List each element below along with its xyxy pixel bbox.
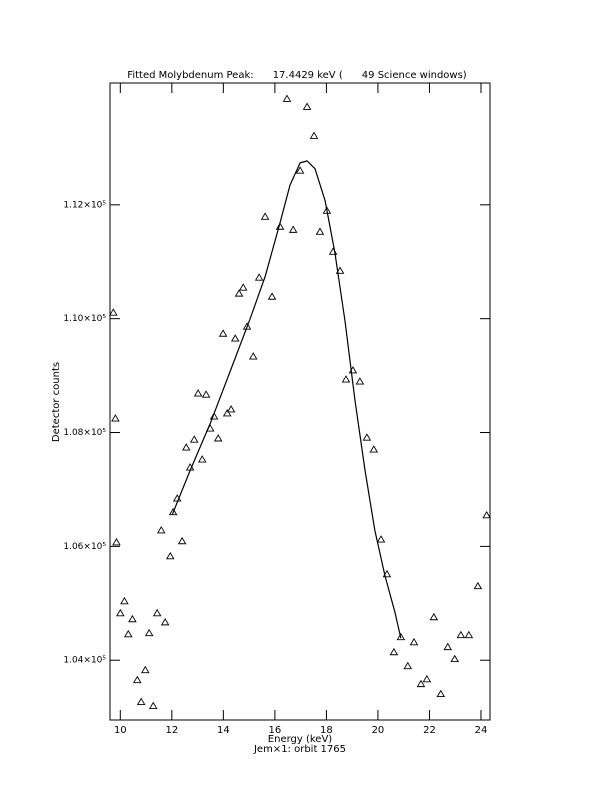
- y-tick-label: 1.04×10⁵: [63, 656, 106, 666]
- data-point: [275, 222, 285, 230]
- data-point: [422, 674, 432, 683]
- data-point: [168, 507, 178, 516]
- data-point: [309, 131, 319, 139]
- data-point: [177, 536, 187, 545]
- data-point: [416, 679, 426, 688]
- data-point: [148, 701, 158, 710]
- data-point: [464, 630, 474, 639]
- data-point: [482, 510, 491, 519]
- data-point: [403, 661, 413, 670]
- data-point: [109, 308, 118, 316]
- data-point: [112, 537, 121, 546]
- data-point: [473, 581, 483, 590]
- y-tick-label: 1.08×10⁵: [63, 428, 106, 438]
- x-tick-label: 16: [269, 725, 282, 736]
- x-tick-label: 10: [114, 725, 127, 736]
- data-point: [193, 389, 203, 397]
- plot-frame: [109, 82, 491, 721]
- data-point: [209, 412, 219, 420]
- y-tick-label: 1.10×10⁵: [63, 314, 106, 324]
- data-point: [267, 292, 277, 300]
- subtitle: Jem×1: orbit 1765: [253, 744, 346, 755]
- data-point: [133, 675, 142, 684]
- data-point: [376, 535, 386, 543]
- data-point: [230, 334, 240, 342]
- y-tick-label: 1.12×10⁵: [63, 200, 106, 210]
- y-tick-label: 1.06×10⁵: [63, 542, 106, 552]
- data-point: [248, 352, 258, 360]
- data-point: [335, 266, 345, 274]
- data-point: [218, 329, 228, 337]
- data-point: [120, 596, 129, 605]
- data-point: [443, 642, 453, 651]
- data-point: [136, 697, 146, 706]
- data-point: [450, 654, 459, 663]
- fit-line: [171, 160, 402, 639]
- data-point: [355, 377, 365, 385]
- data-point: [295, 166, 305, 174]
- data-point: [111, 414, 120, 422]
- x-tick-label: 20: [372, 725, 385, 736]
- data-point: [382, 569, 392, 578]
- data-point: [341, 375, 351, 383]
- data-point: [288, 225, 298, 233]
- x-tick-label: 12: [165, 725, 178, 736]
- data-point: [369, 445, 379, 453]
- data-point: [254, 273, 264, 281]
- data-point: [389, 647, 399, 656]
- data-point: [234, 289, 244, 297]
- data-point: [260, 212, 270, 220]
- data-point: [238, 283, 248, 291]
- x-tick-label: 24: [475, 725, 488, 736]
- data-point: [409, 637, 419, 646]
- data-point: [181, 443, 191, 451]
- data-point: [456, 630, 466, 639]
- data-point: [166, 551, 175, 560]
- x-tick-label: 18: [320, 725, 333, 736]
- x-axis-label: Energy (keV): [268, 734, 333, 745]
- data-point: [315, 227, 325, 235]
- data-point: [141, 665, 150, 674]
- data-point: [189, 435, 199, 443]
- data-point: [144, 628, 154, 637]
- data-point: [302, 102, 312, 110]
- data-point: [128, 614, 137, 623]
- data-point: [116, 608, 125, 617]
- data-point: [436, 689, 446, 698]
- x-tick-label: 22: [423, 725, 436, 736]
- data-point: [156, 526, 166, 534]
- data-point: [213, 434, 223, 442]
- data-point: [152, 608, 162, 617]
- data-point: [242, 322, 252, 330]
- data-point: [160, 617, 170, 626]
- data-point: [362, 433, 372, 441]
- x-tick-label: 14: [217, 725, 230, 736]
- data-point: [226, 405, 236, 413]
- data-point: [396, 632, 406, 641]
- data-point: [201, 390, 211, 398]
- data-point: [222, 409, 232, 417]
- data-point: [282, 94, 292, 102]
- y-axis-label: Detector counts: [51, 362, 62, 442]
- data-point: [124, 629, 133, 638]
- data-point: [429, 612, 439, 621]
- data-point: [197, 455, 207, 463]
- chart-title: Fitted Molybdenum Peak: 17.4429 keV ( 49…: [127, 70, 467, 81]
